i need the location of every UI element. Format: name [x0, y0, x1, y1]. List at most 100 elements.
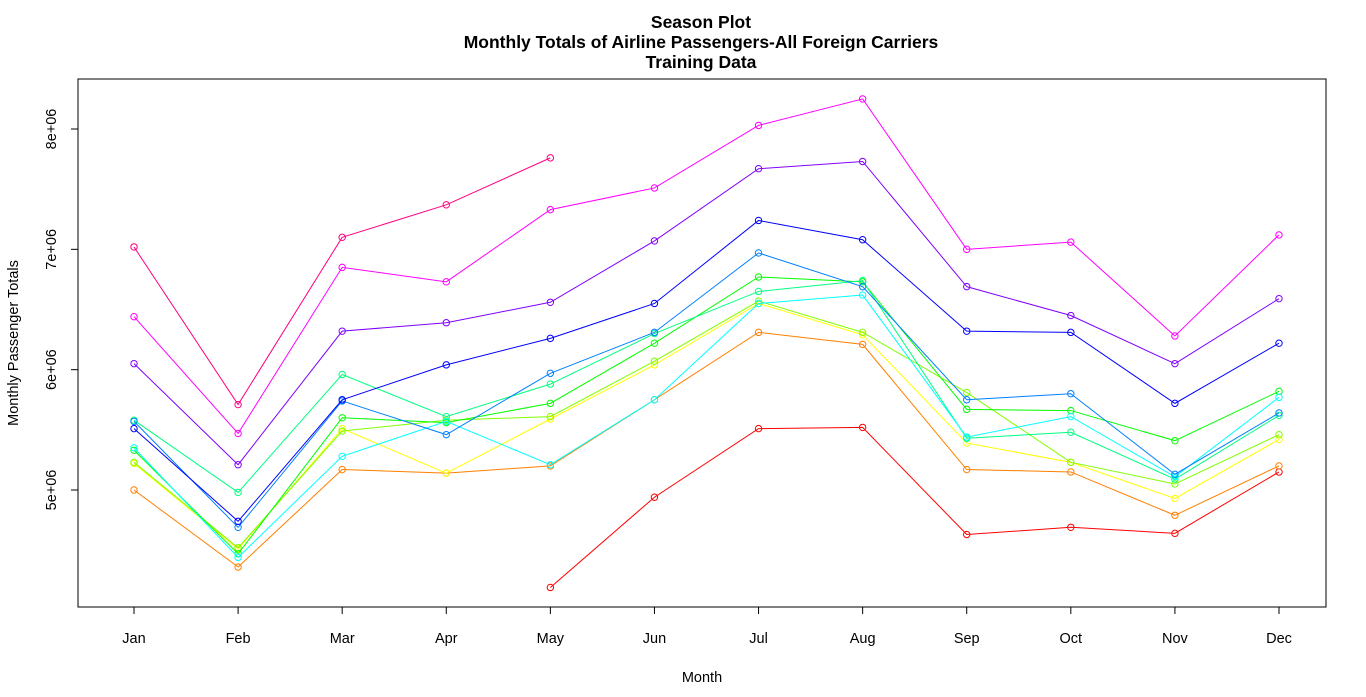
- data-point: [130, 424, 138, 433]
- data-point: [546, 461, 555, 469]
- data-point: [650, 299, 659, 308]
- data-point: [650, 357, 659, 365]
- data-point: [1067, 523, 1075, 532]
- y-tick-label: 7e+06: [44, 229, 60, 270]
- data-point: [1275, 409, 1283, 417]
- y-axis-label: Monthly Passenger Totals: [6, 260, 22, 426]
- data-point: [130, 444, 138, 452]
- x-tick-label: Jan: [122, 631, 145, 647]
- data-point: [1171, 473, 1179, 481]
- data-point: [1275, 430, 1283, 439]
- data-point: [754, 328, 763, 337]
- data-point: [858, 282, 867, 291]
- data-point: [1275, 294, 1283, 303]
- data-point: [858, 236, 867, 244]
- data-point: [1067, 328, 1075, 337]
- data-point: [338, 327, 346, 335]
- series-line: [133, 331, 1280, 568]
- y-tick-label: 8e+06: [44, 109, 60, 150]
- x-tick-label: Oct: [1060, 631, 1083, 647]
- data-point: [442, 469, 450, 477]
- data-point: [1275, 393, 1283, 402]
- series-line: [133, 219, 1280, 522]
- data-point: [963, 405, 971, 414]
- data-point: [1171, 436, 1179, 445]
- data-point: [546, 412, 555, 421]
- data-point: [546, 334, 555, 343]
- data-point: [130, 446, 138, 454]
- data-point: [234, 563, 242, 571]
- x-tick-label: May: [537, 631, 565, 647]
- data-point: [858, 291, 867, 299]
- data-point: [546, 205, 555, 214]
- data-point: [338, 396, 346, 404]
- series-2: [130, 328, 1283, 571]
- data-point: [338, 465, 346, 474]
- data-point: [234, 429, 242, 438]
- series-11: [130, 95, 1283, 438]
- series-layer: [130, 95, 1283, 592]
- data-point: [1067, 412, 1075, 421]
- data-point: [1275, 231, 1283, 239]
- chart-title-line-1: Season Plot: [651, 12, 751, 32]
- data-point: [338, 263, 346, 272]
- x-tick-label: Mar: [330, 631, 355, 647]
- data-point: [754, 249, 763, 257]
- x-axis: Jan Feb Mar Apr May Jun Jul Aug Sep Oct Nov Dec: [122, 606, 1292, 647]
- data-point: [1067, 468, 1075, 476]
- series-line: [133, 302, 1280, 550]
- data-point: [963, 433, 971, 441]
- data-point: [963, 282, 971, 291]
- x-tick-label: Dec: [1266, 631, 1292, 647]
- data-point: [1275, 339, 1283, 347]
- y-tick-label: 5e+06: [44, 470, 60, 511]
- data-point: [442, 319, 450, 327]
- data-point: [963, 245, 971, 254]
- data-point: [858, 157, 867, 166]
- data-point: [1067, 238, 1075, 246]
- data-point: [650, 328, 659, 337]
- data-point: [754, 273, 763, 281]
- data-point: [650, 237, 659, 245]
- chart-title-line-3: Training Data: [646, 52, 757, 72]
- data-point: [234, 488, 242, 497]
- data-point: [442, 430, 450, 439]
- data-point: [1067, 458, 1075, 467]
- x-tick-label: Nov: [1162, 631, 1189, 647]
- y-axis: 5e+06 6e+06 7e+06 8e+06: [44, 109, 79, 511]
- data-point: [858, 95, 867, 103]
- series-line: [133, 160, 1280, 466]
- data-point: [963, 530, 971, 539]
- data-point: [130, 486, 138, 494]
- data-point: [234, 553, 242, 562]
- data-point: [1067, 390, 1075, 398]
- data-point: [754, 299, 763, 308]
- series-line: [133, 300, 1280, 549]
- data-point: [1171, 494, 1179, 503]
- series-7: [130, 291, 1283, 562]
- data-point: [1067, 311, 1075, 320]
- data-point: [1067, 428, 1075, 436]
- y-tick-label: 6e+06: [44, 349, 60, 390]
- data-point: [442, 278, 450, 286]
- data-point: [754, 121, 763, 130]
- data-point: [338, 427, 346, 435]
- data-point: [1171, 399, 1179, 408]
- data-point: [858, 328, 867, 337]
- series-9: [130, 216, 1283, 525]
- data-point: [963, 465, 971, 474]
- data-point: [650, 184, 659, 192]
- data-point: [442, 417, 450, 426]
- data-point: [442, 361, 450, 369]
- x-tick-label: Aug: [850, 631, 876, 647]
- data-point: [754, 424, 763, 433]
- data-point: [650, 339, 659, 347]
- data-point: [650, 396, 659, 404]
- data-point: [442, 201, 450, 209]
- series-line: [133, 252, 1280, 529]
- data-point: [442, 412, 450, 421]
- series-1: [546, 423, 1283, 592]
- series-line: [133, 280, 1280, 494]
- series-12: [130, 154, 555, 409]
